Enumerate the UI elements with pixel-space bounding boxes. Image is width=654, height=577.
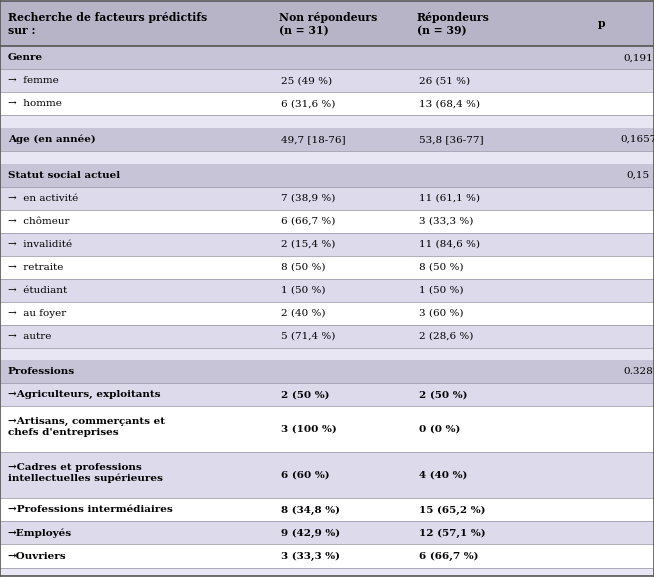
Bar xyxy=(0,128,654,151)
Text: 0,1657: 0,1657 xyxy=(620,135,654,144)
Text: →  chômeur: → chômeur xyxy=(8,217,69,226)
Text: 2 (40 %): 2 (40 %) xyxy=(281,309,326,318)
Text: 53,8 [36-77]: 53,8 [36-77] xyxy=(419,135,483,144)
Text: 8 (50 %): 8 (50 %) xyxy=(281,263,326,272)
Bar xyxy=(0,279,654,302)
Text: →Ouvriers: →Ouvriers xyxy=(8,552,67,560)
Text: 0.328: 0.328 xyxy=(623,368,653,376)
Text: 11 (61,1 %): 11 (61,1 %) xyxy=(419,194,479,203)
Text: 1 (50 %): 1 (50 %) xyxy=(281,286,326,295)
Text: →  au foyer: → au foyer xyxy=(8,309,66,318)
Text: 1 (50 %): 1 (50 %) xyxy=(419,286,463,295)
Text: 0,15: 0,15 xyxy=(627,171,650,179)
Text: 6 (66,7 %): 6 (66,7 %) xyxy=(281,217,336,226)
Text: 6 (66,7 %): 6 (66,7 %) xyxy=(419,552,478,561)
Bar xyxy=(0,499,654,522)
Text: Professions: Professions xyxy=(8,368,75,376)
Text: 26 (51 %): 26 (51 %) xyxy=(419,76,470,85)
Text: 2 (28,6 %): 2 (28,6 %) xyxy=(419,332,473,341)
Bar xyxy=(0,69,654,92)
Bar xyxy=(0,452,654,499)
Bar xyxy=(549,2,654,46)
Text: 3 (60 %): 3 (60 %) xyxy=(419,309,463,318)
Text: 3 (33,3 %): 3 (33,3 %) xyxy=(281,552,340,561)
Bar xyxy=(0,568,654,575)
Bar xyxy=(0,46,654,69)
Text: →Artisans, commerçants et
chefs d'entreprises: →Artisans, commerçants et chefs d'entrep… xyxy=(8,417,165,437)
Bar xyxy=(0,545,654,568)
Text: 2 (50 %): 2 (50 %) xyxy=(419,391,467,399)
Text: 13 (68,4 %): 13 (68,4 %) xyxy=(419,99,479,108)
Text: →  en activité: → en activité xyxy=(8,194,78,203)
Text: 3 (33,3 %): 3 (33,3 %) xyxy=(419,217,473,226)
Bar xyxy=(0,361,654,384)
Text: →Professions intermédiaires: →Professions intermédiaires xyxy=(8,505,173,515)
Bar xyxy=(0,348,654,361)
Bar xyxy=(0,115,654,128)
Text: →Employés: →Employés xyxy=(8,528,72,538)
Text: 2 (50 %): 2 (50 %) xyxy=(281,391,330,399)
Text: →  retraite: → retraite xyxy=(8,263,63,272)
Bar xyxy=(271,2,409,46)
Text: →Agriculteurs, exploitants: →Agriculteurs, exploitants xyxy=(8,391,160,399)
Text: 3 (100 %): 3 (100 %) xyxy=(281,425,337,434)
Bar xyxy=(0,384,654,406)
Bar xyxy=(409,2,549,46)
Bar xyxy=(0,151,654,164)
Text: Genre: Genre xyxy=(8,53,43,62)
Bar xyxy=(0,522,654,545)
Bar xyxy=(0,187,654,209)
Text: 8 (50 %): 8 (50 %) xyxy=(419,263,463,272)
Bar xyxy=(0,92,654,115)
Text: →  invalidité: → invalidité xyxy=(8,239,72,249)
Text: Recherche de facteurs prédictifs
sur :: Recherche de facteurs prédictifs sur : xyxy=(8,12,207,36)
Text: 11 (84,6 %): 11 (84,6 %) xyxy=(419,239,479,249)
Text: Répondeurs
(n = 39): Répondeurs (n = 39) xyxy=(417,12,489,36)
Text: Non répondeurs
(n = 31): Non répondeurs (n = 31) xyxy=(279,12,377,36)
Text: 0 (0 %): 0 (0 %) xyxy=(419,425,460,434)
Bar xyxy=(0,302,654,325)
Text: 5 (71,4 %): 5 (71,4 %) xyxy=(281,332,336,341)
Text: 9 (42,9 %): 9 (42,9 %) xyxy=(281,529,340,538)
Text: 6 (31,6 %): 6 (31,6 %) xyxy=(281,99,336,108)
Bar xyxy=(0,256,654,279)
Bar xyxy=(0,209,654,233)
Text: Age (en année): Age (en année) xyxy=(8,135,95,144)
Bar xyxy=(0,406,654,452)
Bar xyxy=(0,164,654,187)
Text: 7 (38,9 %): 7 (38,9 %) xyxy=(281,194,336,203)
Text: →  étudiant: → étudiant xyxy=(8,286,67,295)
Bar xyxy=(0,325,654,348)
Bar xyxy=(0,233,654,256)
Text: →  femme: → femme xyxy=(8,76,59,85)
Text: 4 (40 %): 4 (40 %) xyxy=(419,471,467,480)
Text: Statut social actuel: Statut social actuel xyxy=(8,171,120,179)
Text: 15 (65,2 %): 15 (65,2 %) xyxy=(419,505,485,515)
Text: 49,7 [18-76]: 49,7 [18-76] xyxy=(281,135,346,144)
Text: 2 (15,4 %): 2 (15,4 %) xyxy=(281,239,336,249)
Text: p: p xyxy=(598,18,606,29)
Text: →Cadres et professions
intellectuelles supérieures: →Cadres et professions intellectuelles s… xyxy=(8,463,163,484)
Text: →  autre: → autre xyxy=(8,332,51,341)
Text: 25 (49 %): 25 (49 %) xyxy=(281,76,332,85)
Text: 6 (60 %): 6 (60 %) xyxy=(281,471,330,480)
Text: 8 (34,8 %): 8 (34,8 %) xyxy=(281,505,340,515)
Text: 0,191: 0,191 xyxy=(623,53,653,62)
Text: →  homme: → homme xyxy=(8,99,61,108)
Text: 12 (57,1 %): 12 (57,1 %) xyxy=(419,529,485,538)
Bar xyxy=(0,2,271,46)
